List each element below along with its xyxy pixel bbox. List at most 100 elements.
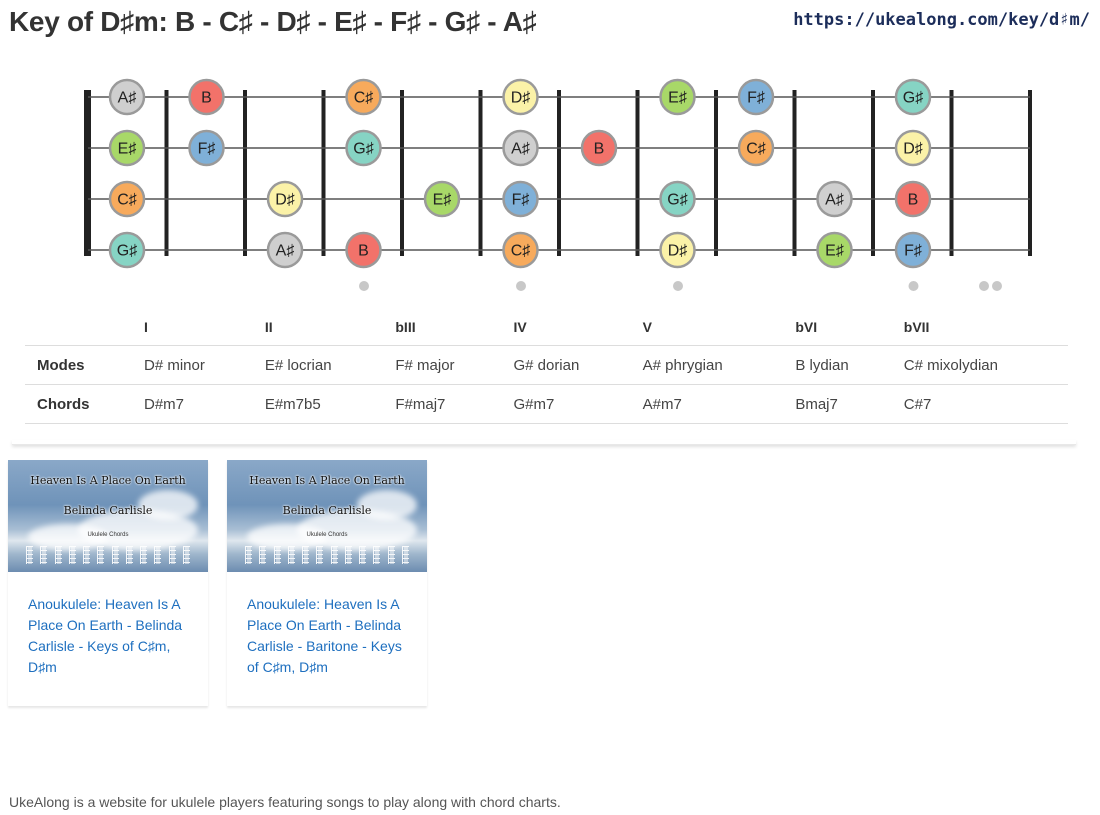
note-circle [502,78,539,116]
mode-cell: E# locrian [252,345,384,385]
note-circle [345,129,382,167]
note-marker: D♯ [266,180,304,218]
note-marker: C♯ [502,231,539,269]
note-label: B [201,90,212,107]
note-label: B [908,192,919,209]
video-link[interactable]: Anoukulele: Heaven Is A Place On Earth -… [28,596,183,675]
video-card[interactable]: Heaven Is A Place On Earth Belinda Carli… [227,460,427,706]
fret-line [478,90,483,256]
mode-cell: A# phrygian [630,345,784,385]
note-marker: A♯ [266,231,304,269]
table-header-cell: II [264,318,273,335]
note-circle [108,180,146,218]
note-label: F♯ [198,141,216,158]
position-marker-dot [516,281,526,291]
page-title: Key of D♯m: B - C♯ - D♯ - E♯ - F♯ - G♯ -… [9,6,537,37]
chords-row: Chords D#m7 E#m7b5 F#maj7 G#m7 A#m7 Bmaj… [25,384,1068,424]
mode-cell: G# dorian [501,345,631,385]
note-marker: B [580,129,618,167]
note-circle [266,180,304,218]
note-label: A♯ [118,90,137,107]
note-label: G♯ [353,141,373,158]
fret-line [949,90,954,256]
mode-cell: C# mixolydian [891,345,1068,385]
fret-line [400,90,404,256]
note-marker: G♯ [108,231,146,269]
note-circle [266,231,304,269]
note-circle [502,129,539,167]
video-thumbnail[interactable]: Heaven Is A Place On Earth Belinda Carli… [8,460,208,572]
note-marker: D♯ [659,231,696,269]
video-link[interactable]: Anoukulele: Heaven Is A Place On Earth -… [247,596,402,675]
fretboard-diagram: A♯ B C♯ D♯ E♯ F♯ G♯ E♯ F♯ G♯ A♯ B C♯ D♯ C♯ D♯ E♯ F♯ G♯ A♯ B G… [84,78,1032,291]
note-circle [659,78,696,116]
note-label: E♯ [433,192,452,209]
thumbnail-artist: Belinda Carlisle [63,504,153,517]
position-marker-dot [908,281,919,291]
note-marker: F♯ [188,129,225,167]
chord-cell: F#maj7 [383,384,502,424]
note-marker: D♯ [894,129,932,167]
note-circle [345,231,382,269]
note-circle [816,180,853,218]
note-circle [894,180,932,218]
table-header-cell: bIII [395,318,416,335]
thumbnail-title: Heaven Is A Place On Earth [30,474,186,487]
mode-cell: F# major [383,345,502,385]
note-marker: E♯ [659,78,696,116]
note-circle [580,129,618,167]
note-label: C♯ [746,141,766,158]
note-label: D♯ [903,141,923,158]
note-marker: D♯ [502,78,539,116]
row-label: Chords [25,384,132,424]
fret-line [871,90,875,256]
fret-line [1028,90,1032,256]
mode-cell: B lydian [783,345,892,385]
fret-line [714,90,718,256]
note-circle [894,231,932,269]
position-marker-dot [673,281,683,291]
chord-cell: D#m7 [131,384,253,424]
note-circle [188,129,225,167]
modes-row: Modes D# minor E# locrian F# major G# do… [25,345,1068,385]
position-marker-dot [359,281,369,291]
thumbnail-chord-grids [26,546,190,566]
note-label: F♯ [747,90,765,107]
note-marker: B [894,180,932,218]
position-marker-dot [992,281,1002,291]
note-circle [502,231,539,269]
table-header-cell: bVII [903,318,930,335]
chord-cell: Bmaj7 [783,384,892,424]
thumbnail-artist: Belinda Carlisle [282,504,372,517]
mode-cell: D# minor [131,345,253,385]
note-marker: F♯ [894,231,932,269]
scale-degree-table: I II bIII IV V bVI bVII Modes D# minor E… [25,308,1068,424]
table-header-cell: bVI [795,318,818,335]
note-label: B [358,243,369,260]
note-marker: E♯ [108,129,146,167]
thumbnail-chord-grids [245,546,409,566]
note-marker: E♯ [816,231,853,269]
note-circle [345,78,382,116]
video-thumbnail[interactable]: Heaven Is A Place On Earth Belinda Carli… [227,460,427,572]
note-marker: F♯ [737,78,775,116]
note-marker: A♯ [502,129,539,167]
note-label: A♯ [511,141,530,158]
note-circle [894,129,932,167]
note-label: D♯ [275,192,295,209]
note-marker: F♯ [502,180,539,218]
note-label: G♯ [667,192,687,209]
thumbnail-title: Heaven Is A Place On Earth [249,474,405,487]
note-label: C♯ [511,243,531,260]
note-circle [423,180,461,218]
table-header-row: I II bIII IV V bVI bVII [25,308,1068,346]
chord-cell: C#7 [891,384,1068,424]
note-label: F♯ [512,192,530,209]
fret-line [635,90,640,256]
table-header-cell: V [642,318,652,335]
position-marker-dot [979,281,989,291]
video-card[interactable]: Heaven Is A Place On Earth Belinda Carli… [8,460,208,706]
note-circle [108,129,146,167]
site-url[interactable]: https://ukealong.com/key/d♯m/ [793,10,1090,30]
note-label: F♯ [904,243,922,260]
